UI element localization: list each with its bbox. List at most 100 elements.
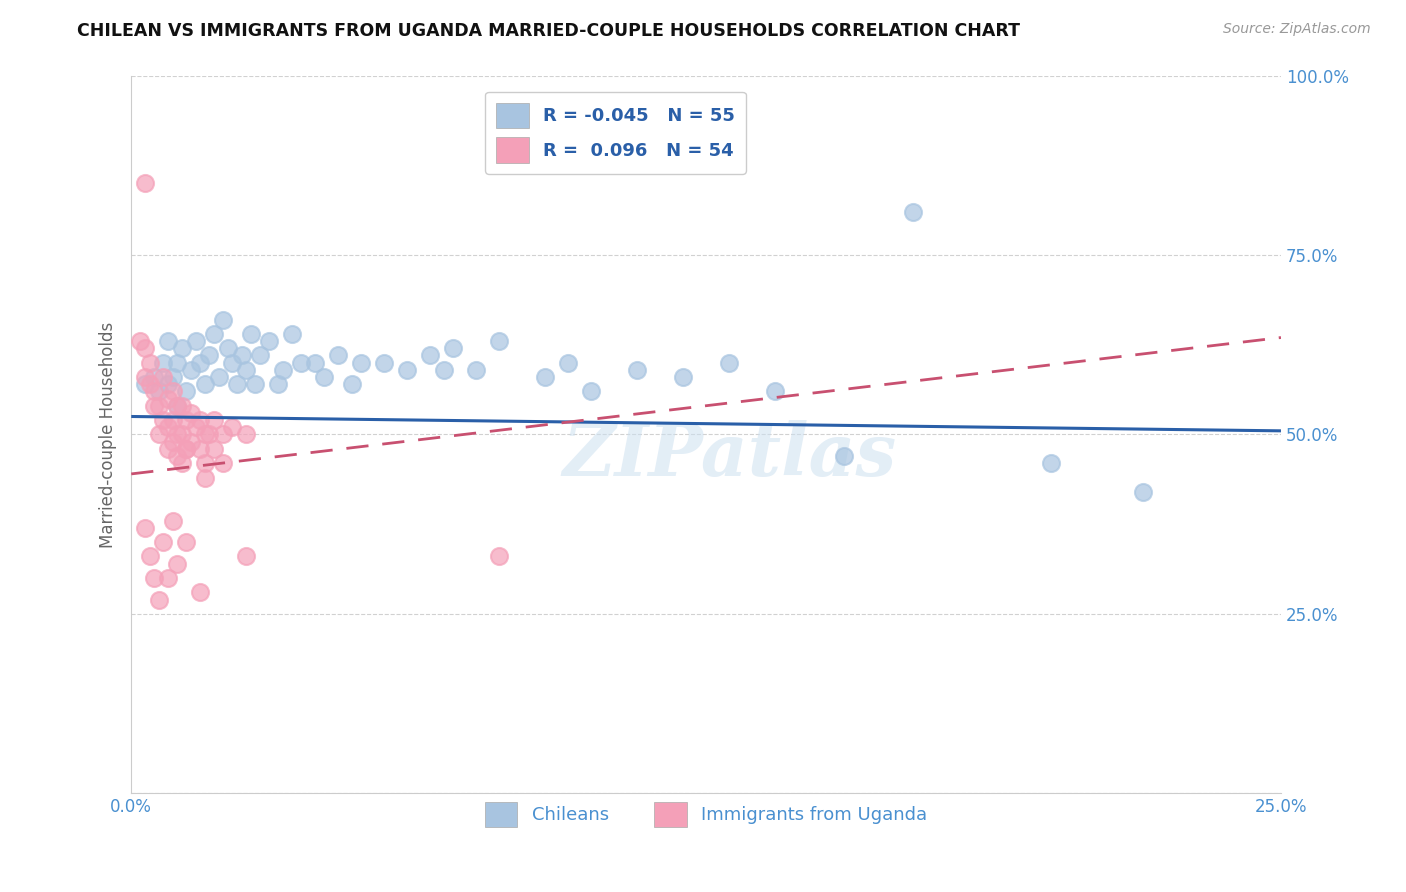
Point <box>180 406 202 420</box>
Point <box>162 514 184 528</box>
Point <box>626 363 648 377</box>
Point <box>328 349 350 363</box>
Point <box>441 341 464 355</box>
Point <box>207 370 229 384</box>
Point <box>350 356 373 370</box>
Point <box>672 370 695 384</box>
Point <box>143 384 166 399</box>
Point <box>221 356 243 370</box>
Point <box>245 377 267 392</box>
Point <box>202 413 225 427</box>
Point <box>271 363 294 377</box>
Point <box>157 377 180 392</box>
Point <box>901 205 924 219</box>
Point <box>148 592 170 607</box>
Point <box>340 377 363 392</box>
Point <box>157 420 180 434</box>
Point <box>202 326 225 341</box>
Point <box>157 392 180 406</box>
Point <box>138 356 160 370</box>
Point <box>166 356 188 370</box>
Point <box>152 413 174 427</box>
Legend: Chileans, Immigrants from Uganda: Chileans, Immigrants from Uganda <box>478 795 935 835</box>
Point <box>198 349 221 363</box>
Point <box>166 427 188 442</box>
Point <box>235 363 257 377</box>
Point <box>1132 484 1154 499</box>
Point <box>180 434 202 449</box>
Point <box>134 370 156 384</box>
Point <box>188 585 211 599</box>
Point <box>281 326 304 341</box>
Point <box>314 370 336 384</box>
Point <box>157 334 180 348</box>
Point <box>226 377 249 392</box>
Point <box>249 349 271 363</box>
Point <box>162 384 184 399</box>
Point <box>488 334 510 348</box>
Point <box>170 341 193 355</box>
Point <box>138 377 160 392</box>
Point <box>176 442 198 456</box>
Point <box>143 399 166 413</box>
Point <box>170 399 193 413</box>
Point <box>134 176 156 190</box>
Point <box>166 449 188 463</box>
Point <box>152 370 174 384</box>
Point <box>832 449 855 463</box>
Text: ZIPatlas: ZIPatlas <box>562 420 896 491</box>
Point <box>239 326 262 341</box>
Point <box>267 377 290 392</box>
Point <box>162 434 184 449</box>
Point <box>166 399 188 413</box>
Point <box>152 356 174 370</box>
Point <box>194 470 217 484</box>
Point <box>212 312 235 326</box>
Point <box>763 384 786 399</box>
Point <box>134 521 156 535</box>
Point <box>184 420 207 434</box>
Point <box>188 413 211 427</box>
Point <box>194 377 217 392</box>
Point <box>143 571 166 585</box>
Point <box>162 413 184 427</box>
Point <box>534 370 557 384</box>
Point <box>162 370 184 384</box>
Point <box>198 427 221 442</box>
Point <box>221 420 243 434</box>
Point <box>235 427 257 442</box>
Y-axis label: Married-couple Households: Married-couple Households <box>100 321 117 548</box>
Point <box>176 535 198 549</box>
Point <box>170 456 193 470</box>
Point <box>143 370 166 384</box>
Point <box>194 427 217 442</box>
Point <box>419 349 441 363</box>
Point <box>170 427 193 442</box>
Point <box>157 571 180 585</box>
Point <box>148 399 170 413</box>
Text: CHILEAN VS IMMIGRANTS FROM UGANDA MARRIED-COUPLE HOUSEHOLDS CORRELATION CHART: CHILEAN VS IMMIGRANTS FROM UGANDA MARRIE… <box>77 22 1021 40</box>
Point <box>180 363 202 377</box>
Point <box>212 456 235 470</box>
Point <box>188 356 211 370</box>
Point <box>217 341 239 355</box>
Point <box>257 334 280 348</box>
Point <box>134 341 156 355</box>
Point <box>1040 456 1063 470</box>
Text: Source: ZipAtlas.com: Source: ZipAtlas.com <box>1223 22 1371 37</box>
Point <box>304 356 326 370</box>
Point <box>129 334 152 348</box>
Point <box>176 442 198 456</box>
Point <box>148 427 170 442</box>
Point <box>579 384 602 399</box>
Point <box>184 334 207 348</box>
Point <box>235 549 257 564</box>
Point <box>373 356 395 370</box>
Point <box>396 363 419 377</box>
Point <box>188 442 211 456</box>
Point <box>465 363 488 377</box>
Point <box>166 557 188 571</box>
Point <box>488 549 510 564</box>
Point <box>290 356 312 370</box>
Point <box>176 384 198 399</box>
